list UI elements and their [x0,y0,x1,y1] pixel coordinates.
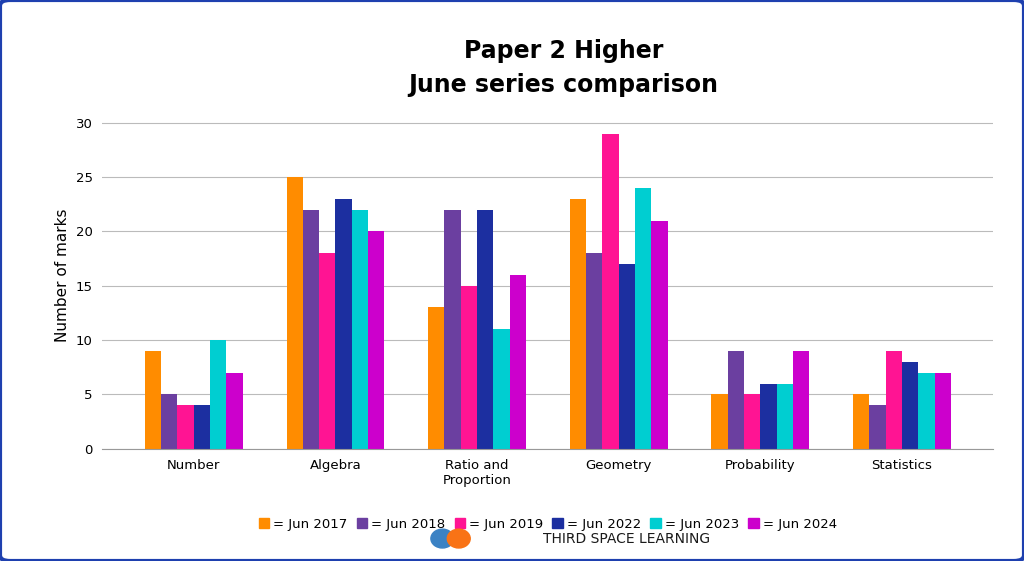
Bar [853,394,869,449]
Bar [728,351,744,449]
Bar [919,373,935,449]
Bar [602,134,618,449]
Bar [428,307,444,449]
Bar [494,329,510,449]
Bar [618,264,635,449]
Bar [319,253,336,449]
Circle shape [447,529,470,548]
Bar [287,177,303,449]
Bar [336,199,351,449]
Text: THIRD SPACE LEARNING: THIRD SPACE LEARNING [543,532,710,545]
Bar [177,405,194,449]
Bar [869,405,886,449]
Bar [194,405,210,449]
Bar [886,351,902,449]
Bar [744,394,760,449]
Text: Paper 2 Higher: Paper 2 Higher [464,39,663,63]
Bar [303,210,319,449]
Bar [461,286,477,449]
Bar [776,384,793,449]
Bar [226,373,243,449]
Bar [368,231,384,449]
Y-axis label: Number of marks: Number of marks [55,208,70,342]
Bar [586,253,602,449]
Bar [510,275,526,449]
Bar [635,188,651,449]
Bar [935,373,951,449]
Bar [477,210,494,449]
Bar [351,210,368,449]
Bar [444,210,461,449]
Bar [144,351,161,449]
Legend: = Jun 2017, = Jun 2018, = Jun 2019, = Jun 2022, = Jun 2023, = Jun 2024: = Jun 2017, = Jun 2018, = Jun 2019, = Ju… [259,518,837,531]
Text: June series comparison: June series comparison [409,73,718,97]
Bar [902,362,919,449]
Bar [651,220,668,449]
Bar [760,384,776,449]
Bar [712,394,728,449]
Bar [569,199,586,449]
Circle shape [431,529,454,548]
Bar [161,394,177,449]
Bar [793,351,809,449]
Bar [210,340,226,449]
